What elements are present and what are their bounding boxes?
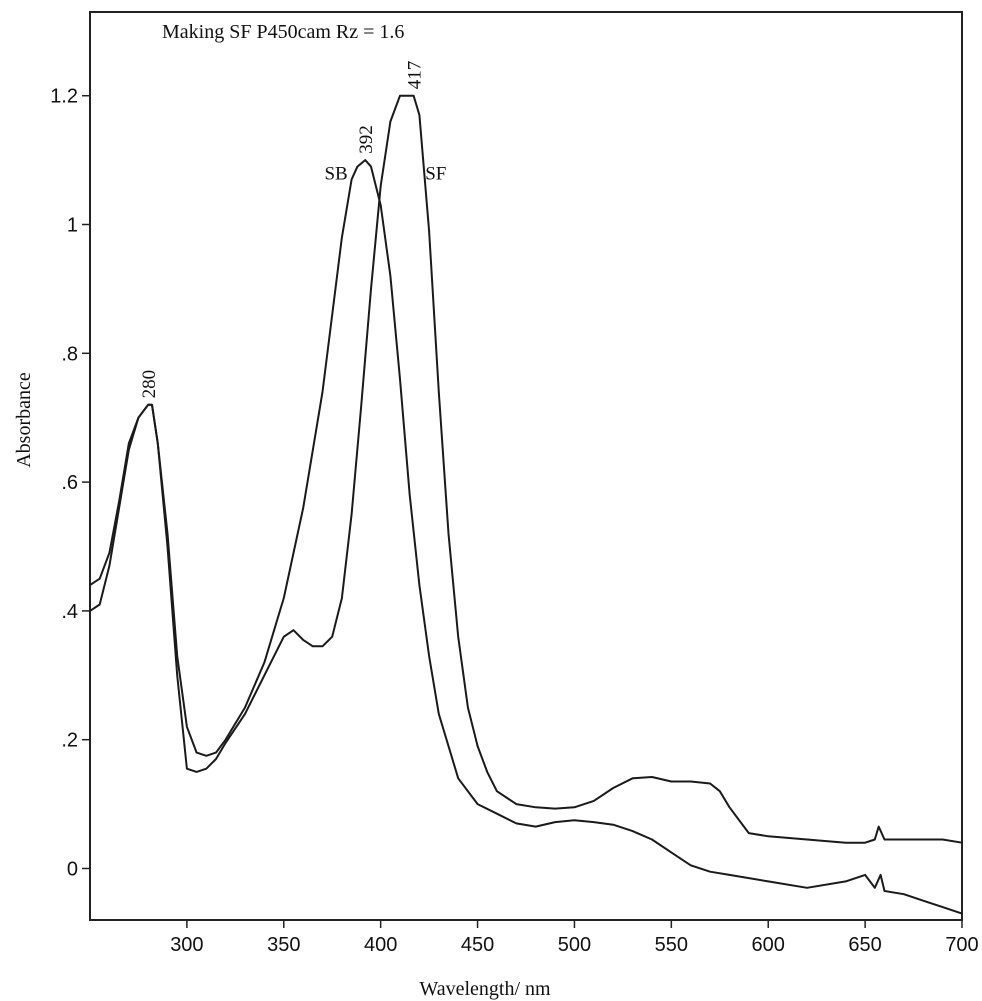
x-tick-label: 450 xyxy=(461,934,494,956)
x-tick-label: 300 xyxy=(170,934,203,956)
x-tick-label: 700 xyxy=(945,934,978,956)
y-tick-label: .6 xyxy=(61,472,78,494)
x-axis-ticks: 300 350 400 450 500 550 600 650 700 xyxy=(170,920,979,956)
chart-title: Making SF P450cam Rz = 1.6 xyxy=(162,21,404,43)
x-tick-label: 400 xyxy=(364,934,397,956)
annotation-280: 280 xyxy=(139,370,160,399)
series-line-sb xyxy=(89,159,963,915)
x-tick-label: 500 xyxy=(558,934,591,956)
y-tick-label: 0 xyxy=(67,858,78,880)
x-tick-label: 350 xyxy=(267,934,300,956)
annotation-layer: 280 392 417 SB SF xyxy=(139,61,446,399)
y-tick-label: .4 xyxy=(61,601,78,623)
annotation-sf: SF xyxy=(425,163,446,184)
y-axis-label: Absorbance xyxy=(13,372,35,468)
annotation-sb: SB xyxy=(324,163,347,184)
y-tick-label: .8 xyxy=(61,343,78,365)
x-tick-label: 550 xyxy=(655,934,688,956)
annotation-417: 417 xyxy=(405,61,426,90)
plot-frame xyxy=(89,11,963,921)
annotation-392: 392 xyxy=(356,125,377,154)
series-layer xyxy=(89,94,963,915)
y-tick-label: 1 xyxy=(67,215,78,237)
series-line-sf xyxy=(89,94,963,844)
y-tick-label: 1.2 xyxy=(50,86,78,108)
x-tick-label: 600 xyxy=(752,934,785,956)
x-axis-label: Wavelength/ nm xyxy=(419,978,551,1000)
x-tick-label: 650 xyxy=(848,934,881,956)
y-tick-label: .2 xyxy=(61,730,78,752)
y-axis-ticks: 0 .2 .4 .6 .8 1 1.2 xyxy=(50,86,90,880)
